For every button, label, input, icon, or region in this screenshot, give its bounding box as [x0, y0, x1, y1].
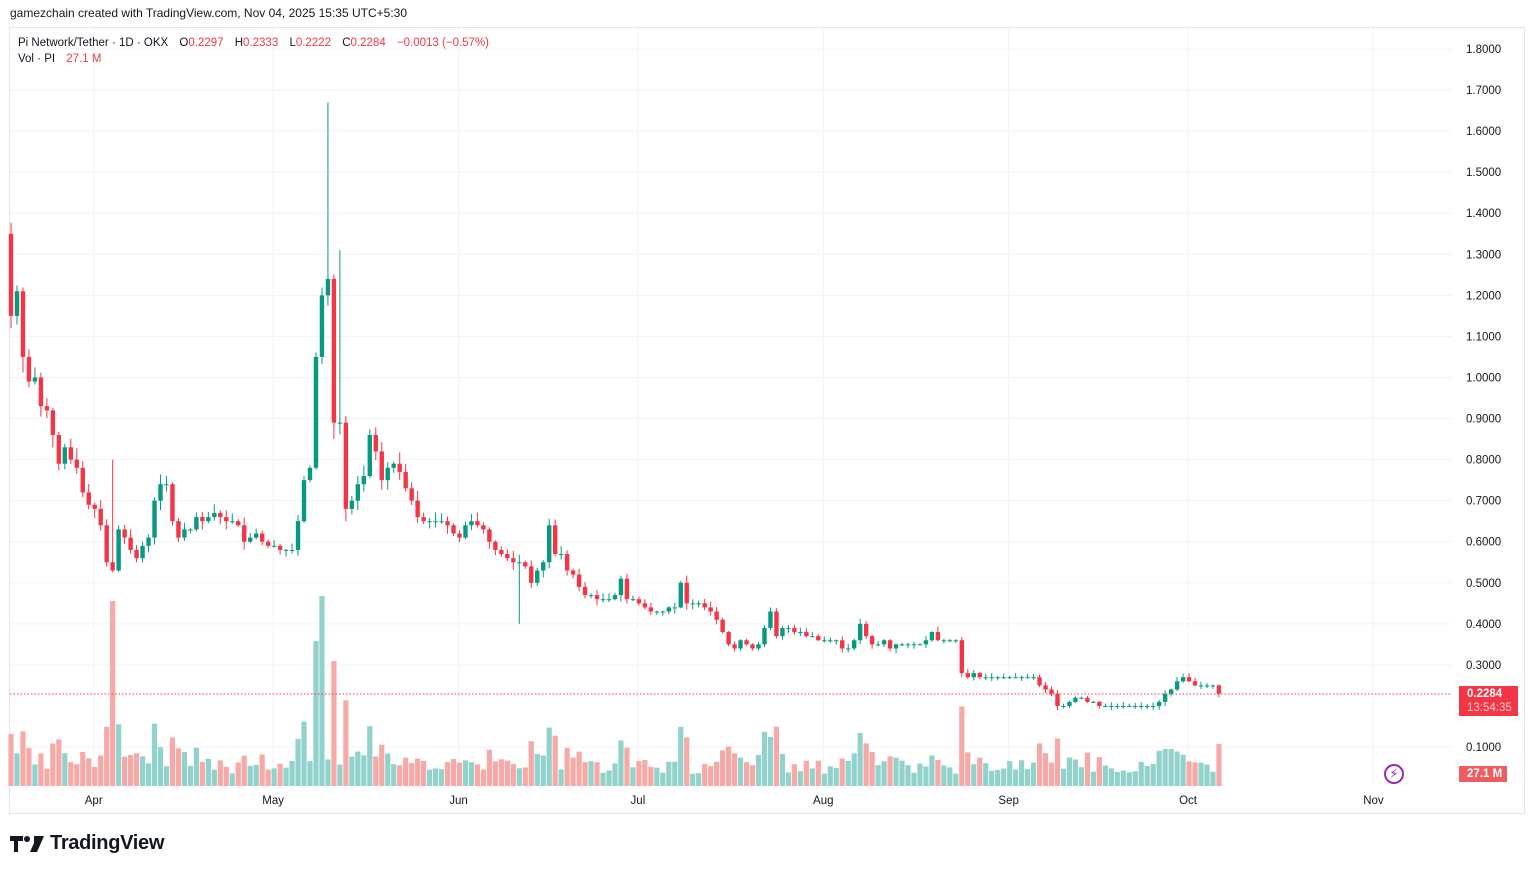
volume-value: 27.1 M — [66, 53, 102, 65]
time-tick: Sep — [998, 795, 1018, 807]
price-tick: 0.3000 — [1466, 660, 1501, 672]
time-tick: May — [262, 795, 284, 807]
price-tick: 0.9000 — [1466, 414, 1501, 426]
low-value: 0.2222 — [295, 37, 332, 49]
time-tick: Nov — [1363, 795, 1384, 807]
high-label: H — [234, 37, 244, 49]
last-volume-tag: 27.1 M — [1459, 766, 1507, 782]
chart-legend: Pi Network/Tether · 1D · OKX O0.2297 H0.… — [18, 35, 489, 67]
price-tick: 1.8000 — [1466, 44, 1501, 56]
low-label: L — [289, 37, 296, 49]
brand-name: TradingView — [50, 832, 165, 854]
price-tick: 0.1000 — [1466, 742, 1501, 754]
time-tick: Aug — [813, 795, 833, 807]
candlesticks — [8, 102, 1222, 711]
price-tick: 0.4000 — [1466, 619, 1501, 631]
time-tick: Jul — [631, 795, 646, 807]
close-label: C — [342, 37, 351, 49]
price-tick: 0.7000 — [1466, 496, 1501, 508]
price-tick: 1.2000 — [1466, 290, 1501, 302]
close-value: 0.2284 — [350, 37, 386, 49]
symbol-label[interactable]: Pi Network/Tether · 1D · OKX — [18, 37, 169, 49]
high-value: 0.2333 — [243, 37, 279, 49]
last-price-value: 0.2284 — [1467, 688, 1503, 700]
time-tick: Oct — [1179, 795, 1198, 807]
price-tick: 1.6000 — [1466, 126, 1501, 138]
price-tick: 0.6000 — [1466, 537, 1501, 549]
price-tick: 1.0000 — [1466, 372, 1501, 384]
time-axis[interactable]: Apr May Jun Jul Aug Sep Oct Nov — [85, 795, 1384, 807]
volume-row: Vol · PI 27.1 M — [18, 51, 489, 67]
time-tick: Jun — [449, 795, 468, 807]
tradingview-logo[interactable]: TradingView — [10, 832, 164, 855]
price-tick: 1.5000 — [1466, 167, 1501, 179]
last-price-tag: 0.2284 13:54:35 — [1459, 686, 1518, 716]
grid-lines — [10, 28, 1452, 786]
open-label: O — [179, 37, 189, 49]
bar-countdown: 13:54:35 — [1467, 702, 1512, 714]
tradingview-logo-icon — [10, 835, 44, 852]
volume-label[interactable]: Vol · PI — [18, 53, 56, 65]
chart-caption: gamezchain created with TradingView.com,… — [10, 6, 408, 20]
volume-bars — [8, 596, 1222, 786]
time-tick: Apr — [85, 795, 103, 807]
chart-frame — [9, 27, 1525, 814]
lightning-icon[interactable]: ⚡ — [1384, 764, 1404, 784]
price-axis[interactable]: 1.8000 1.7000 1.6000 1.5000 1.4000 1.3000 1.20… — [1466, 44, 1501, 754]
change-value: −0.0013 (−0.57%) — [396, 37, 490, 49]
price-tick: 1.1000 — [1466, 331, 1501, 343]
price-tick: 0.5000 — [1466, 578, 1501, 590]
price-tick: 1.4000 — [1466, 208, 1501, 220]
open-value: 0.2297 — [188, 37, 224, 49]
price-tick: 0.8000 — [1466, 455, 1501, 467]
ohlc-row: Pi Network/Tether · 1D · OKX O0.2297 H0.… — [18, 35, 489, 51]
price-tick: 1.7000 — [1466, 85, 1501, 97]
price-tick: 1.3000 — [1466, 249, 1501, 261]
